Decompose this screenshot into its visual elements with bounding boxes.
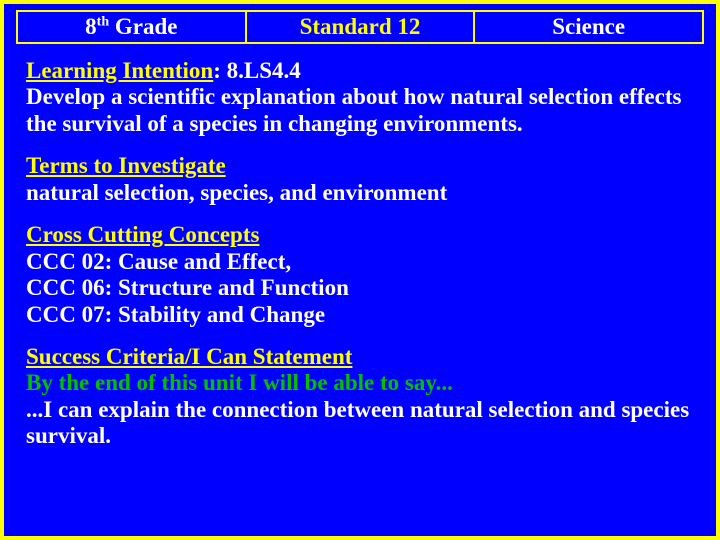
header-grade-cell: 8th Grade (17, 11, 246, 43)
success-intro: By the end of this unit I will be able t… (26, 370, 453, 395)
learning-intention-code: : 8.LS4.4 (213, 58, 301, 83)
grade-ordinal: th (97, 14, 109, 29)
header-subject-cell: Science (474, 11, 703, 43)
grade-label: Grade (109, 14, 177, 39)
ccc-line2: CCC 06: Structure and Function (26, 275, 349, 300)
learning-intention-heading: Learning Intention (26, 58, 213, 83)
terms-section: Terms to Investigate natural selection, … (26, 153, 694, 206)
success-statement: ...I can explain the connection between … (26, 397, 689, 448)
header-standard-cell: Standard 12 (246, 11, 475, 43)
learning-intention-section: Learning Intention: 8.LS4.4 Develop a sc… (26, 58, 694, 137)
terms-heading: Terms to Investigate (26, 153, 226, 178)
ccc-line3: CCC 07: Stability and Change (26, 302, 325, 327)
ccc-line1: CCC 02: Cause and Effect, (26, 249, 291, 274)
grade-number: 8 (85, 14, 97, 39)
success-section: Success Criteria/I Can Statement By the … (26, 344, 694, 450)
learning-intention-body: Develop a scientific explanation about h… (26, 84, 681, 135)
content-area: Learning Intention: 8.LS4.4 Develop a sc… (4, 44, 716, 450)
header-table: 8th Grade Standard 12 Science (16, 10, 704, 44)
success-heading: Success Criteria/I Can Statement (26, 344, 352, 369)
terms-body: natural selection, species, and environm… (26, 180, 447, 205)
ccc-section: Cross Cutting Concepts CCC 02: Cause and… (26, 222, 694, 328)
ccc-heading: Cross Cutting Concepts (26, 222, 259, 247)
